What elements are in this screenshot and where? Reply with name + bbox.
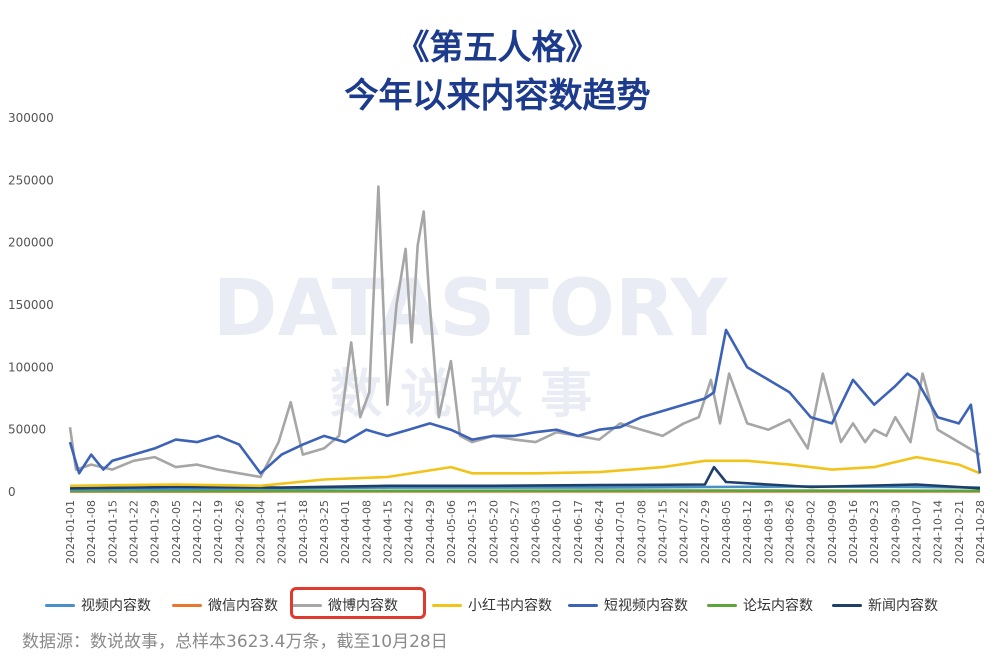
y-tick-label: 250000 bbox=[8, 173, 54, 187]
x-tick-label: 2024-04-08 bbox=[360, 500, 373, 564]
x-tick-label: 2024-06-17 bbox=[572, 500, 585, 564]
watermark: DATASTORY 数 说 故 事 bbox=[213, 264, 729, 425]
source-note: 数据源：数说故事，总样本3623.4万条，截至10月28日 bbox=[22, 632, 448, 652]
x-tick-label: 2024-04-01 bbox=[339, 500, 352, 564]
legend-label: 视频内容数 bbox=[81, 598, 151, 614]
y-tick-label: 50000 bbox=[8, 423, 46, 437]
legend-highlight-box bbox=[290, 587, 426, 619]
legend-swatch bbox=[707, 603, 737, 607]
legend-item: 微博内容数 bbox=[292, 592, 398, 618]
x-tick-label: 2024-08-19 bbox=[762, 500, 775, 564]
legend-item: 微信内容数 bbox=[172, 592, 278, 618]
x-tick-label: 2024-04-22 bbox=[403, 500, 416, 564]
legend-swatch bbox=[832, 603, 862, 607]
y-tick-label: 150000 bbox=[8, 298, 54, 312]
series-line-6 bbox=[69, 465, 981, 490]
chart-title-line1: 《第五人格》 bbox=[395, 28, 600, 68]
x-tick-label: 2024-03-11 bbox=[276, 500, 289, 564]
x-tick-label: 2024-09-23 bbox=[868, 500, 881, 564]
legend-item: 论坛内容数 bbox=[707, 592, 813, 618]
legend-label: 新闻内容数 bbox=[868, 598, 938, 614]
x-tick-label: 2024-06-03 bbox=[530, 500, 543, 564]
x-tick-label: 2024-02-12 bbox=[191, 500, 204, 564]
chart-title-line2: 今年以来内容数趋势 bbox=[344, 76, 651, 116]
x-axis: 2024-01-01 2024-01-08 2024-01-15 2024-01-22… bbox=[64, 491, 987, 564]
y-tick-label: 200000 bbox=[8, 236, 54, 250]
series-line-5 bbox=[69, 489, 981, 493]
series-lines bbox=[68, 185, 982, 493]
legend: 视频内容数 微信内容数 微博内容数 小红书内容数 短视频内容数 论坛内容数 新闻内容数 bbox=[40, 592, 980, 620]
x-tick-label: 2024-07-29 bbox=[699, 500, 712, 564]
x-tick-label: 2024-09-09 bbox=[826, 500, 839, 564]
legend-item: 短视频内容数 bbox=[568, 592, 688, 618]
legend-item: 视频内容数 bbox=[45, 592, 151, 618]
x-tick-label: 2024-03-25 bbox=[318, 500, 331, 564]
x-tick-label: 2024-08-26 bbox=[784, 500, 797, 564]
x-tick-label: 2024-08-05 bbox=[720, 500, 733, 564]
x-tick-label: 2024-07-15 bbox=[657, 500, 670, 564]
x-tick-label: 2024-02-05 bbox=[170, 500, 183, 564]
x-tick-label: 2024-03-04 bbox=[254, 500, 267, 564]
x-tick-label: 2024-09-02 bbox=[805, 500, 818, 564]
chart-area: DATASTORY 数 说 故 事 0 50000 100000 150000 2000… bbox=[8, 111, 987, 564]
legend-swatch bbox=[172, 603, 202, 607]
legend-item: 新闻内容数 bbox=[832, 592, 938, 618]
x-tick-label: 2024-10-07 bbox=[911, 500, 924, 564]
x-tick-label: 2024-01-08 bbox=[85, 500, 98, 564]
x-tick-label: 2024-01-29 bbox=[149, 500, 162, 564]
x-tick-label: 2024-09-30 bbox=[889, 500, 902, 564]
x-tick-label: 2024-04-29 bbox=[424, 500, 437, 564]
series-line-2 bbox=[68, 185, 981, 479]
x-tick-label: 2024-02-26 bbox=[233, 500, 246, 564]
x-tick-label: 2024-10-28 bbox=[974, 500, 987, 564]
legend-label: 短视频内容数 bbox=[604, 598, 688, 614]
legend-swatch bbox=[432, 603, 462, 607]
legend-label: 微信内容数 bbox=[208, 598, 278, 614]
watermark-subtext: 数 说 故 事 bbox=[330, 365, 592, 425]
legend-swatch bbox=[45, 603, 75, 607]
legend-swatch bbox=[568, 603, 598, 607]
x-tick-label: 2024-01-22 bbox=[127, 500, 140, 564]
x-tick-label: 2024-01-01 bbox=[64, 500, 77, 564]
x-tick-label: 2024-05-20 bbox=[487, 500, 500, 564]
legend-swatch bbox=[292, 603, 322, 607]
x-tick-label: 2024-10-21 bbox=[953, 500, 966, 564]
x-tick-label: 2024-01-15 bbox=[106, 500, 119, 564]
x-tick-label: 2024-03-18 bbox=[297, 500, 310, 564]
y-tick-label: 300000 bbox=[8, 111, 54, 125]
y-tick-label: 100000 bbox=[8, 360, 54, 374]
x-tick-label: 2024-07-08 bbox=[635, 500, 648, 564]
x-tick-label: 2024-07-01 bbox=[614, 500, 627, 564]
legend-label: 小红书内容数 bbox=[468, 598, 552, 614]
watermark-text: DATASTORY bbox=[213, 264, 729, 354]
series-line-3 bbox=[69, 455, 981, 488]
x-tick-label: 2024-04-15 bbox=[381, 500, 394, 564]
x-tick-label: 2024-06-24 bbox=[593, 500, 606, 564]
legend-label: 微博内容数 bbox=[328, 598, 398, 614]
x-tick-label: 2024-05-06 bbox=[445, 500, 458, 564]
x-tick-label: 2024-08-12 bbox=[741, 500, 754, 564]
x-tick-label: 2024-10-14 bbox=[932, 500, 945, 564]
x-tick-label: 2024-09-16 bbox=[847, 500, 860, 564]
x-tick-label: 2024-05-13 bbox=[466, 500, 479, 564]
y-tick-label: 0 bbox=[8, 485, 16, 499]
x-tick-label: 2024-05-27 bbox=[508, 500, 521, 564]
x-tick-label: 2024-06-10 bbox=[551, 500, 564, 564]
y-axis: 0 50000 100000 150000 200000 250000 300000 bbox=[8, 111, 54, 499]
legend-label: 论坛内容数 bbox=[743, 598, 813, 614]
x-tick-label: 2024-07-22 bbox=[678, 500, 691, 564]
x-tick-label: 2024-02-19 bbox=[212, 500, 225, 564]
series-line-4 bbox=[68, 328, 982, 475]
legend-item: 小红书内容数 bbox=[432, 592, 552, 618]
